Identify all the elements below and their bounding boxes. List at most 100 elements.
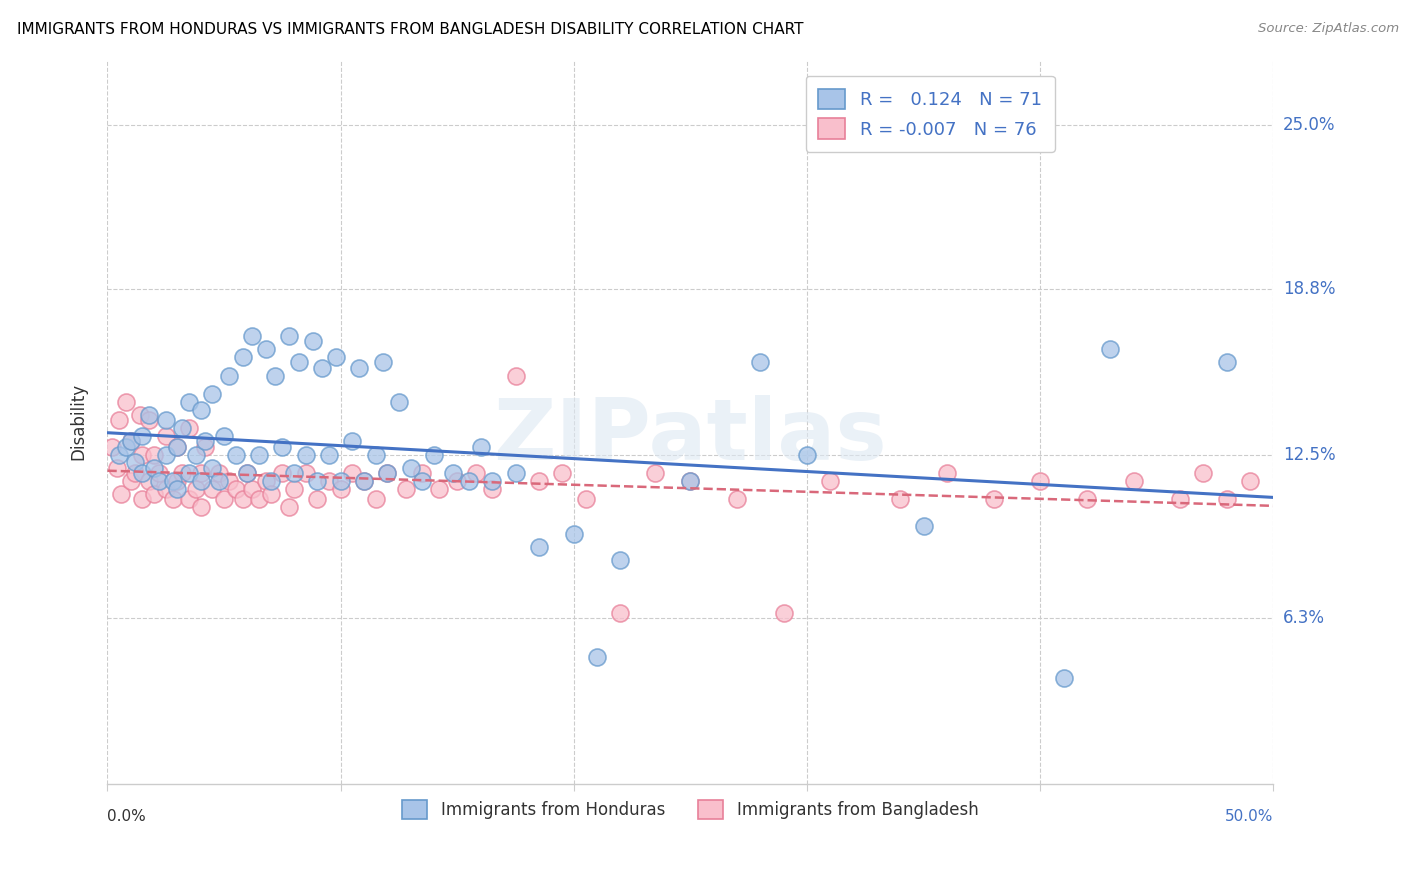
Point xyxy=(551,466,574,480)
Point xyxy=(609,606,631,620)
Point xyxy=(166,482,188,496)
Point xyxy=(101,440,124,454)
Point xyxy=(342,434,364,449)
Point xyxy=(201,387,224,401)
Point xyxy=(586,650,609,665)
Point xyxy=(294,466,316,480)
Point xyxy=(194,434,217,449)
Point xyxy=(120,474,142,488)
Point xyxy=(148,466,170,480)
Text: 25.0%: 25.0% xyxy=(1282,117,1336,135)
Point xyxy=(110,487,132,501)
Point xyxy=(287,355,309,369)
Point xyxy=(162,492,184,507)
Point xyxy=(388,395,411,409)
Point xyxy=(240,482,263,496)
Point xyxy=(481,474,503,488)
Point xyxy=(353,474,375,488)
Point xyxy=(155,482,177,496)
Point xyxy=(1239,474,1261,488)
Point xyxy=(749,355,772,369)
Point xyxy=(148,474,170,488)
Point xyxy=(138,474,160,488)
Point xyxy=(278,500,301,515)
Point xyxy=(115,395,138,409)
Point xyxy=(124,466,146,480)
Point xyxy=(311,360,333,375)
Text: Disability: Disability xyxy=(69,383,87,460)
Point xyxy=(155,429,177,443)
Point xyxy=(307,492,329,507)
Point xyxy=(166,474,188,488)
Point xyxy=(644,466,666,480)
Text: 50.0%: 50.0% xyxy=(1225,809,1274,824)
Point xyxy=(349,360,371,375)
Point xyxy=(131,466,153,480)
Point xyxy=(481,482,503,496)
Point xyxy=(120,434,142,449)
Point xyxy=(464,466,486,480)
Point xyxy=(143,448,166,462)
Point xyxy=(131,448,153,462)
Point xyxy=(162,474,184,488)
Point xyxy=(329,474,352,488)
Point xyxy=(889,492,911,507)
Point xyxy=(129,408,152,422)
Point xyxy=(1168,492,1191,507)
Point xyxy=(177,492,200,507)
Point xyxy=(725,492,748,507)
Point xyxy=(218,368,240,383)
Point xyxy=(283,466,305,480)
Point xyxy=(108,413,131,427)
Point xyxy=(470,440,492,454)
Point xyxy=(264,368,287,383)
Point xyxy=(208,474,231,488)
Point xyxy=(172,466,194,480)
Legend: Immigrants from Honduras, Immigrants from Bangladesh: Immigrants from Honduras, Immigrants fro… xyxy=(395,794,986,826)
Point xyxy=(143,487,166,501)
Point xyxy=(201,460,224,475)
Point xyxy=(184,448,207,462)
Point xyxy=(318,448,340,462)
Point xyxy=(562,526,585,541)
Point xyxy=(427,482,450,496)
Point xyxy=(260,487,283,501)
Point xyxy=(772,606,794,620)
Text: 12.5%: 12.5% xyxy=(1282,446,1336,464)
Point xyxy=(208,466,231,480)
Point xyxy=(212,429,235,443)
Point xyxy=(247,492,270,507)
Point xyxy=(395,482,418,496)
Point xyxy=(155,448,177,462)
Point xyxy=(201,482,224,496)
Point xyxy=(446,474,468,488)
Point xyxy=(190,474,212,488)
Point xyxy=(936,466,959,480)
Point xyxy=(1122,474,1144,488)
Point xyxy=(371,355,394,369)
Point xyxy=(1192,466,1215,480)
Point xyxy=(1029,474,1052,488)
Point xyxy=(240,329,263,343)
Point xyxy=(166,440,188,454)
Point xyxy=(342,466,364,480)
Point xyxy=(1216,355,1239,369)
Point xyxy=(1216,492,1239,507)
Point xyxy=(458,474,481,488)
Point xyxy=(294,448,316,462)
Point xyxy=(505,368,527,383)
Point xyxy=(138,408,160,422)
Point xyxy=(138,413,160,427)
Point xyxy=(177,395,200,409)
Point xyxy=(411,474,433,488)
Point xyxy=(115,440,138,454)
Point xyxy=(441,466,464,480)
Point xyxy=(124,455,146,469)
Point xyxy=(1099,343,1122,357)
Point xyxy=(375,466,398,480)
Point xyxy=(318,474,340,488)
Point xyxy=(271,440,294,454)
Point xyxy=(364,448,387,462)
Point xyxy=(325,350,347,364)
Point xyxy=(218,474,240,488)
